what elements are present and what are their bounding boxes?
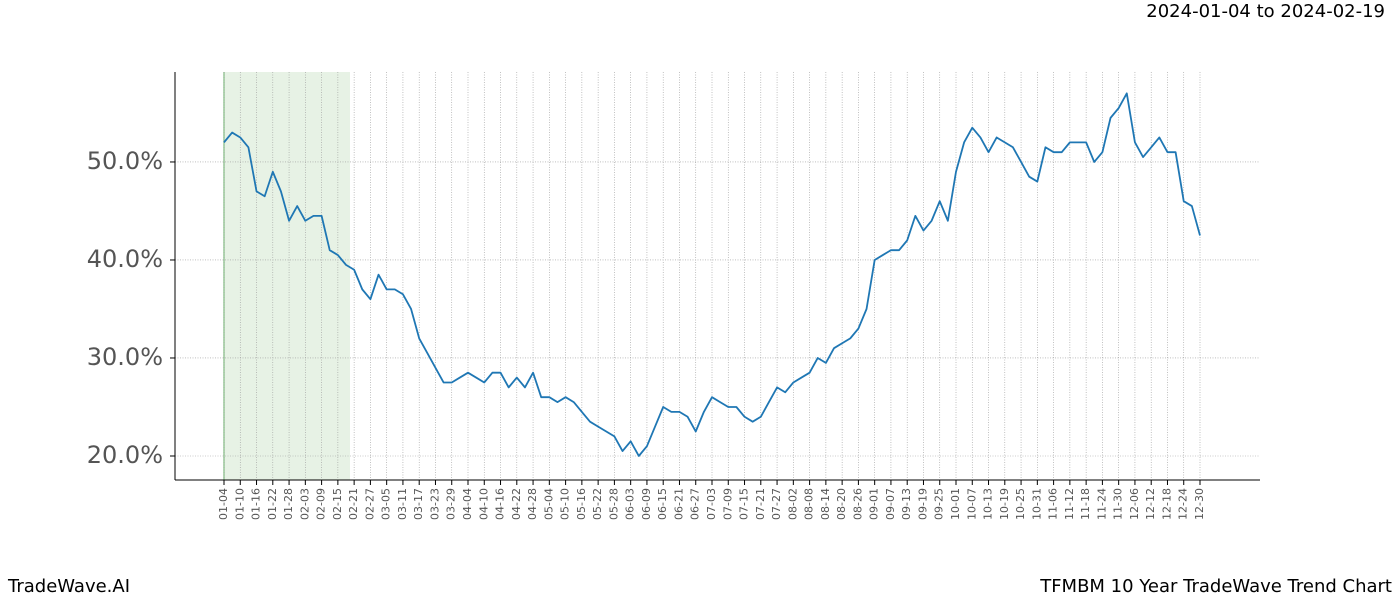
x-tick-label: 05-10 <box>559 488 572 520</box>
x-tick-label: 09-07 <box>884 488 897 520</box>
x-tick-label: 03-11 <box>396 488 409 520</box>
x-tick-label: 10-19 <box>998 488 1011 520</box>
x-tick-label: 02-09 <box>315 488 328 520</box>
x-tick-label: 05-28 <box>607 488 620 520</box>
x-tick-label: 10-13 <box>982 488 995 520</box>
x-tick-label: 08-26 <box>851 488 864 520</box>
x-tick-label: 11-30 <box>1112 488 1125 520</box>
x-tick-label: 10-07 <box>965 488 978 520</box>
x-tick-label: 07-15 <box>738 488 751 520</box>
x-tick-label: 12-12 <box>1144 488 1157 520</box>
y-tick-label: 50.0% <box>87 147 163 175</box>
x-tick-label: 01-16 <box>250 488 263 520</box>
x-tick-label: 05-22 <box>591 488 604 520</box>
x-tick-label: 07-03 <box>705 488 718 520</box>
x-tick-label: 11-12 <box>1063 488 1076 520</box>
x-tick-label: 12-06 <box>1128 488 1141 520</box>
x-tick-label: 02-15 <box>331 488 344 520</box>
y-tick-label: 20.0% <box>87 441 163 469</box>
y-tick-label: 40.0% <box>87 245 163 273</box>
x-tick-label: 08-02 <box>786 488 799 520</box>
x-tick-label: 03-23 <box>428 488 441 520</box>
x-tick-label: 11-24 <box>1095 488 1108 520</box>
x-tick-label: 08-08 <box>803 488 816 520</box>
x-tick-label: 06-27 <box>689 488 702 520</box>
x-tick-label: 12-18 <box>1160 488 1173 520</box>
x-tick-label: 04-28 <box>526 488 539 520</box>
x-tick-label: 02-03 <box>298 488 311 520</box>
x-tick-label: 03-29 <box>445 488 458 520</box>
x-tick-label: 01-28 <box>282 488 295 520</box>
x-tick-label: 08-20 <box>835 488 848 520</box>
x-tick-label: 01-22 <box>266 488 279 520</box>
x-tick-label: 06-21 <box>672 488 685 520</box>
x-tick-label: 03-05 <box>380 488 393 520</box>
x-tick-label: 01-10 <box>233 488 246 520</box>
x-tick-label: 07-21 <box>754 488 767 520</box>
x-tick-label: 09-13 <box>900 488 913 520</box>
x-tick-label: 11-06 <box>1047 488 1060 520</box>
chart-title: 2024-01-04 to 2024-02-19 <box>1146 1 1385 22</box>
x-tick-label: 12-30 <box>1193 488 1206 520</box>
x-tick-label: 09-01 <box>868 488 881 520</box>
x-tick-label: 11-18 <box>1079 488 1092 520</box>
x-tick-label: 03-17 <box>412 488 425 520</box>
x-tick-label: 09-25 <box>933 488 946 520</box>
x-tick-label: 12-24 <box>1177 488 1190 520</box>
plot <box>223 92 1201 457</box>
footer-left: TradeWave.AI <box>7 576 130 597</box>
x-tick-label: 02-27 <box>363 488 376 520</box>
x-tick-label: 07-09 <box>721 488 734 520</box>
y-tick-label: 30.0% <box>87 343 163 371</box>
x-tick-label: 06-09 <box>640 488 653 520</box>
x-tick-label: 02-21 <box>347 488 360 520</box>
x-tick-label: 08-14 <box>819 488 832 520</box>
x-tick-label: 04-10 <box>477 488 490 520</box>
line <box>223 92 1201 457</box>
x-tick-label: 04-04 <box>461 488 474 520</box>
x-tick-label: 04-16 <box>494 488 507 520</box>
x-tick-label: 10-25 <box>1014 488 1027 520</box>
highlight-span <box>224 72 350 480</box>
x-tick-label: 04-22 <box>510 488 523 520</box>
x-tick-label: 01-04 <box>217 488 230 520</box>
x-tick-label: 10-01 <box>949 488 962 520</box>
footer-right: TFMBM 10 Year TradeWave Trend Chart <box>1039 576 1392 597</box>
x-tick-label: 05-16 <box>575 488 588 520</box>
x-tick-label: 09-19 <box>916 488 929 520</box>
x-tick-label: 05-04 <box>542 488 555 520</box>
x-tick-label: 10-31 <box>1030 488 1043 520</box>
x-tick-label: 07-27 <box>770 488 783 520</box>
x-tick-label: 06-15 <box>656 488 669 520</box>
x-tick-label: 06-03 <box>624 488 637 520</box>
